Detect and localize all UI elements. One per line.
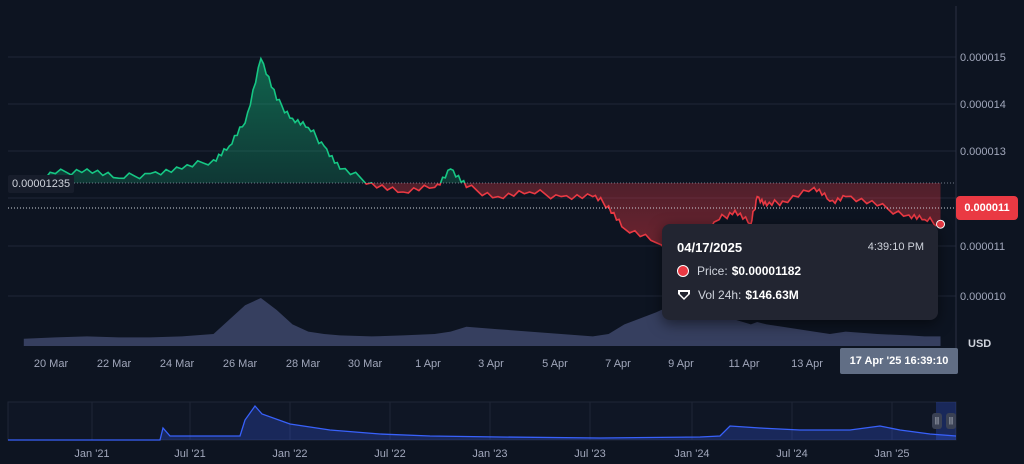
navigator-tick-label: Jul '21 (174, 448, 205, 460)
tooltip-volume-label: Vol 24h: (698, 288, 742, 302)
x-tick-label: 11 Apr (729, 358, 760, 370)
x-tick-label: 30 Mar (348, 358, 383, 370)
navigator-tick-label: Jan '24 (674, 448, 709, 460)
navigator-tick-label: Jul '23 (574, 448, 605, 460)
x-tick-label: 24 Mar (160, 358, 195, 370)
x-tick-label: 28 Mar (286, 358, 321, 370)
x-tick-label: 7 Apr (605, 358, 631, 370)
navigator-left-handle[interactable]: || (932, 413, 942, 429)
price-line-above (28, 56, 466, 183)
hover-point (936, 219, 946, 229)
tooltip-price-label: Price: (697, 264, 728, 278)
price-area (8, 56, 956, 258)
x-tick-label: 1 Apr (415, 358, 441, 370)
area-fill-below (23, 183, 941, 257)
x-tick-label: 9 Apr (668, 358, 694, 370)
currency-label: USD (968, 338, 992, 350)
y-axis: 0.000015 0.000014 0.000013 0.000011 0.000010 (960, 52, 1006, 303)
navigator-frame (7, 401, 957, 441)
navigator-tick-label: Jul '24 (776, 448, 807, 460)
tooltip-price-row: Price: $0.00001182 (677, 264, 801, 278)
y-tick-label: 0.000011 (960, 241, 1005, 253)
grid-lines (8, 6, 957, 350)
navigator-tick-label: Jan '21 (74, 448, 109, 460)
x-tick-label: 5 Apr (542, 358, 568, 370)
tooltip-price-value: $0.00001182 (731, 264, 802, 278)
y-tick-label: 0.000015 (960, 52, 1006, 64)
tooltip-date: 04/17/2025 (677, 240, 743, 255)
navigator-tick-label: Jan '25 (874, 448, 909, 460)
x-tick-label: 22 Mar (97, 358, 132, 370)
x-tick-label: 26 Mar (223, 358, 258, 370)
navigator-right-handle[interactable]: || (946, 413, 956, 429)
area-fill-above (23, 58, 941, 183)
x-tick-label: 13 Apr (791, 358, 823, 370)
tooltip-volume-value: $146.63M (745, 288, 799, 302)
navigator-line (8, 404, 957, 441)
y-tick-label: 0.000010 (960, 291, 1006, 303)
volume-icon (678, 290, 690, 300)
tooltip: 04/17/2025 4:39:10 PM Price: $0.00001182… (662, 224, 938, 320)
x-tick-label: 20 Mar (34, 358, 69, 370)
navigator-tick-label: Jul '22 (374, 448, 405, 460)
navigator-tick-label: Jan '23 (472, 448, 507, 460)
x-axis: 20 Mar 22 Mar 24 Mar 26 Mar 28 Mar 30 Mar 1 Ap… (34, 358, 823, 370)
price-line-below (23, 183, 941, 258)
navigator[interactable]: Jan '21 Jul '21 Jan '22 Jul '22 Jan '23 Jul '… (7, 401, 957, 460)
tooltip-time: 4:39:10 PM (867, 241, 924, 253)
crosshair-time-label: 17 Apr '25 16:39:10 (840, 348, 958, 374)
reference-price-label: 0.00001235 (8, 175, 75, 193)
tooltip-volume-row: Vol 24h: $146.63M (677, 288, 799, 302)
y-tick-label: 0.000014 (960, 99, 1006, 111)
current-price-badge: 0.000011 (956, 196, 1018, 220)
navigator-tick-label: Jan '22 (272, 448, 307, 460)
y-tick-label: 0.000013 (960, 146, 1006, 158)
x-tick-label: 3 Apr (478, 358, 504, 370)
navigator-area (8, 406, 956, 440)
price-dot-icon (677, 265, 689, 277)
